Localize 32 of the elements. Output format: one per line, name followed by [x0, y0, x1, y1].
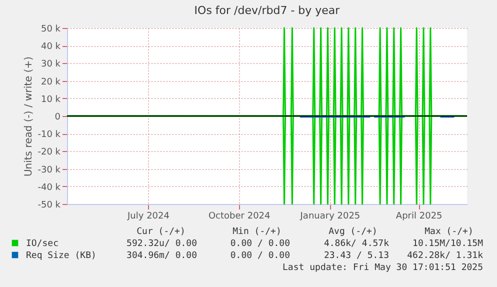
y-tick-label: 30 k: [40, 60, 62, 70]
y-tick-label: 40 k: [40, 42, 62, 52]
text: 592.32u/ 0.00: [126, 239, 197, 249]
y-tick-label: 50 k: [40, 24, 62, 34]
chart-title: IOs for /dev/rbd7 - by year: [194, 4, 340, 17]
text: 10.15M/10.15M: [412, 239, 484, 249]
x-tick-label: October 2024: [208, 212, 271, 222]
y-tick-label: 10 k: [40, 94, 62, 105]
text: Avg (-/+): [328, 227, 378, 237]
text: 462.28k/ 1.31k: [407, 251, 484, 261]
text: 304.96m/ 0.00: [126, 251, 197, 261]
text: 0.00 / 0.00: [230, 239, 290, 249]
text: Max (-/+): [424, 227, 474, 237]
text: Last update: Fri May 30 17:01:51 2025: [282, 263, 483, 273]
y-tick-label: -30 k: [38, 165, 62, 176]
y-tick-label: -10 k: [38, 130, 62, 140]
y-tick-label: 0: [54, 112, 61, 122]
y-tick-label: -50 k: [38, 200, 62, 210]
x-tick-label: July 2024: [126, 212, 170, 222]
text: Min (-/+): [232, 227, 282, 237]
text: 0.00 / 0.00: [230, 251, 290, 261]
y-tick-label: -20 k: [38, 148, 62, 158]
y-axis-title: Units read (-) / write (+): [24, 56, 35, 177]
text: Cur (-/+): [136, 227, 186, 237]
text: 23.43 / 5.13: [324, 251, 389, 261]
x-tick-label: April 2025: [396, 212, 442, 222]
y-tick-label: -40 k: [38, 182, 62, 193]
legend-label: Req Size (KB): [26, 251, 96, 261]
y-tick-label: 20 k: [40, 77, 62, 88]
x-tick-label: January 2025: [299, 212, 360, 222]
text: 4.86k/ 4.57k: [324, 239, 390, 249]
legend-label: IO/sec: [26, 239, 59, 249]
